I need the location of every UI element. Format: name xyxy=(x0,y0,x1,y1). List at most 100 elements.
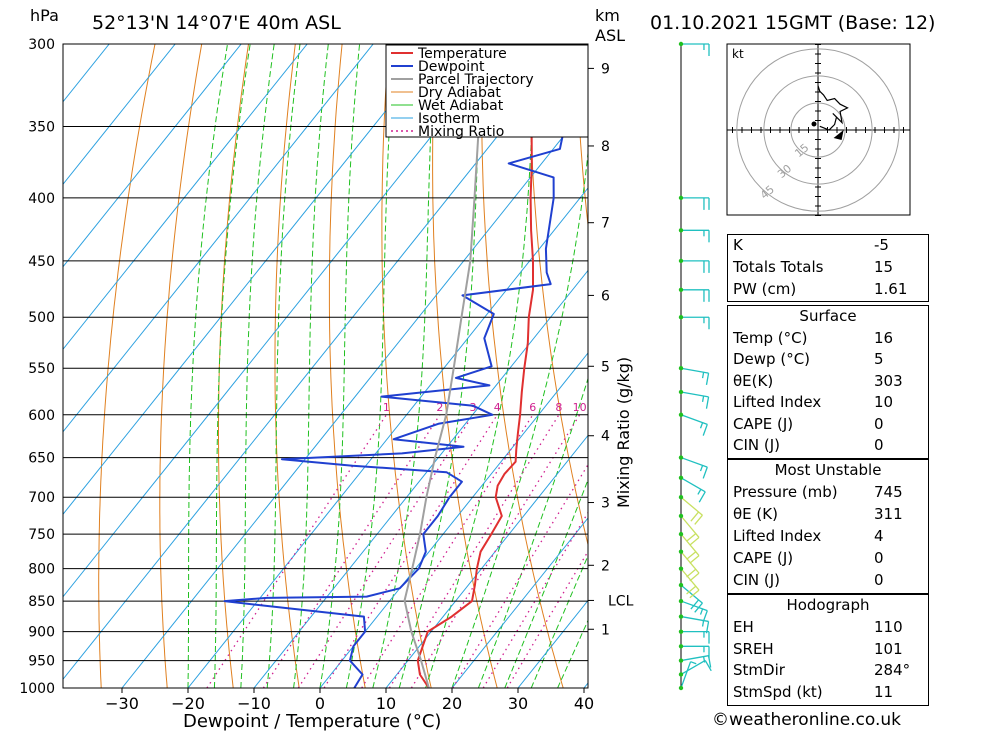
index-value: 1.61 xyxy=(874,280,908,298)
index-row: Dewp (°C) 5 xyxy=(728,349,928,371)
dry-adiabat-line xyxy=(159,44,203,688)
index-value: 284° xyxy=(874,661,911,679)
mixing-ratio-label: 4 xyxy=(494,401,501,414)
index-value: 4 xyxy=(874,527,884,545)
index-row: K -5 xyxy=(728,235,928,257)
mixing-ratio-label: 10 xyxy=(573,401,587,414)
legend: Temperature Dewpoint Parcel Trajectory D… xyxy=(385,44,589,140)
index-key: CIN (J) xyxy=(733,571,781,589)
wind-level-dot xyxy=(678,495,684,500)
x-tick-label: −20 xyxy=(171,694,205,713)
index-row: Temp (°C) 16 xyxy=(728,328,928,350)
km-tick-label: 7 xyxy=(601,216,610,232)
wind-level-dot xyxy=(678,598,684,604)
pressure-tick-label: 450 xyxy=(28,254,55,270)
wind-barb xyxy=(681,260,710,273)
wind-barbs xyxy=(678,41,712,691)
pressure-tick-label: 750 xyxy=(28,527,55,543)
legend-wet-adiabat: Wet Adiabat xyxy=(418,98,504,114)
mixing-ratio-label: 20 xyxy=(640,401,654,414)
km-tick-label: 4 xyxy=(601,429,610,445)
dry-adiabat-line xyxy=(575,44,588,230)
wind-barb xyxy=(681,229,710,243)
pressure-tick-label: 600 xyxy=(28,408,55,424)
legend-dry-adiabat: Dry Adiabat xyxy=(418,85,501,101)
indices-panel-hodograph: Hodograph EH 110 SREH 101 StmDir 284° StmSp… xyxy=(727,594,929,706)
index-key: Lifted Index xyxy=(733,393,822,411)
wind-level-dot xyxy=(678,685,684,691)
dry-adiabat-line xyxy=(481,44,564,688)
isotherm-line xyxy=(187,187,588,688)
km-tick-label: 6 xyxy=(601,288,610,304)
isotherm-line xyxy=(253,269,588,688)
parcel-trajectory xyxy=(403,44,487,688)
mixing-ratio-label: 6 xyxy=(529,401,536,414)
index-row: StmSpd (kt) 11 xyxy=(728,682,928,704)
index-key: Totals Totals xyxy=(733,258,824,276)
wind-barb xyxy=(680,391,710,409)
wind-barb xyxy=(680,515,700,546)
pressure-tick-label: 300 xyxy=(28,37,55,53)
dry-adiabat-line xyxy=(98,44,156,688)
wet-adiabat-line xyxy=(240,44,275,688)
x-axis-label: Dewpoint / Temperature (°C) xyxy=(183,711,441,732)
wind-barb xyxy=(681,630,710,644)
sounding-profiles xyxy=(223,44,566,688)
pressure-tick-label: 1000 xyxy=(19,681,55,697)
pressure-unit-label: hPa xyxy=(30,6,59,25)
mixing-ratio-line xyxy=(410,414,581,688)
index-value: 0 xyxy=(874,571,884,589)
wind-level-dot xyxy=(678,228,684,233)
index-row: PW (cm) 1.61 xyxy=(728,279,928,301)
isotherm-line xyxy=(451,517,588,688)
pressure-tick-label: 850 xyxy=(28,594,55,610)
index-value: 5 xyxy=(874,350,884,368)
isotherm-line xyxy=(63,44,242,268)
index-row: CIN (J) 0 xyxy=(728,435,928,457)
index-value: -5 xyxy=(874,236,889,254)
wind-level-dot xyxy=(678,41,684,47)
wind-barb xyxy=(680,661,697,689)
index-row: EH 110 xyxy=(728,617,928,639)
wind-barb xyxy=(681,645,710,659)
wind-barb xyxy=(681,289,710,302)
wet-adiabat-line xyxy=(398,44,483,688)
x-tick-label: 40 xyxy=(574,694,594,713)
legend-temperature: Temperature xyxy=(417,46,507,62)
wind-level-dot xyxy=(678,566,684,571)
index-value: 0 xyxy=(874,549,884,567)
index-value: 0 xyxy=(874,436,884,454)
index-key: CAPE (J) xyxy=(733,549,794,567)
x-tick-label: 0 xyxy=(315,694,325,713)
x-tick-label: −10 xyxy=(237,694,271,713)
index-row: SREH 101 xyxy=(728,639,928,661)
pressure-tick-label: 800 xyxy=(28,562,55,578)
wind-barb xyxy=(680,477,706,503)
wind-level-dot xyxy=(678,644,684,649)
index-value: 311 xyxy=(874,505,903,523)
wind-level-dot xyxy=(678,195,684,201)
wind-barb xyxy=(681,197,710,210)
x-tick-label: 20 xyxy=(442,694,462,713)
wind-barb xyxy=(680,367,710,386)
km-tick-label: LCL xyxy=(608,593,634,609)
index-value: 303 xyxy=(874,371,903,390)
wet-adiabat-line xyxy=(266,44,301,688)
index-row: Lifted Index 10 xyxy=(728,392,928,414)
wind-level-dot xyxy=(678,629,684,634)
index-value: 110 xyxy=(874,618,903,636)
index-row: Lifted Index 4 xyxy=(728,526,928,548)
wind-barb xyxy=(680,456,708,479)
index-key: θE (K) xyxy=(733,505,778,523)
isotherm-grid xyxy=(63,44,588,688)
plot-frame xyxy=(62,43,589,689)
hodograph-ring xyxy=(790,102,846,158)
wind-barb xyxy=(681,316,710,330)
copyright-footer[interactable]: ©weatheronline.co.uk xyxy=(712,710,902,730)
index-row: CIN (J) 0 xyxy=(728,570,928,592)
dry-adiabat-line xyxy=(274,44,300,688)
wind-level-dot xyxy=(678,549,684,554)
wind-level-dot xyxy=(678,389,684,395)
index-value: 745 xyxy=(874,483,903,501)
